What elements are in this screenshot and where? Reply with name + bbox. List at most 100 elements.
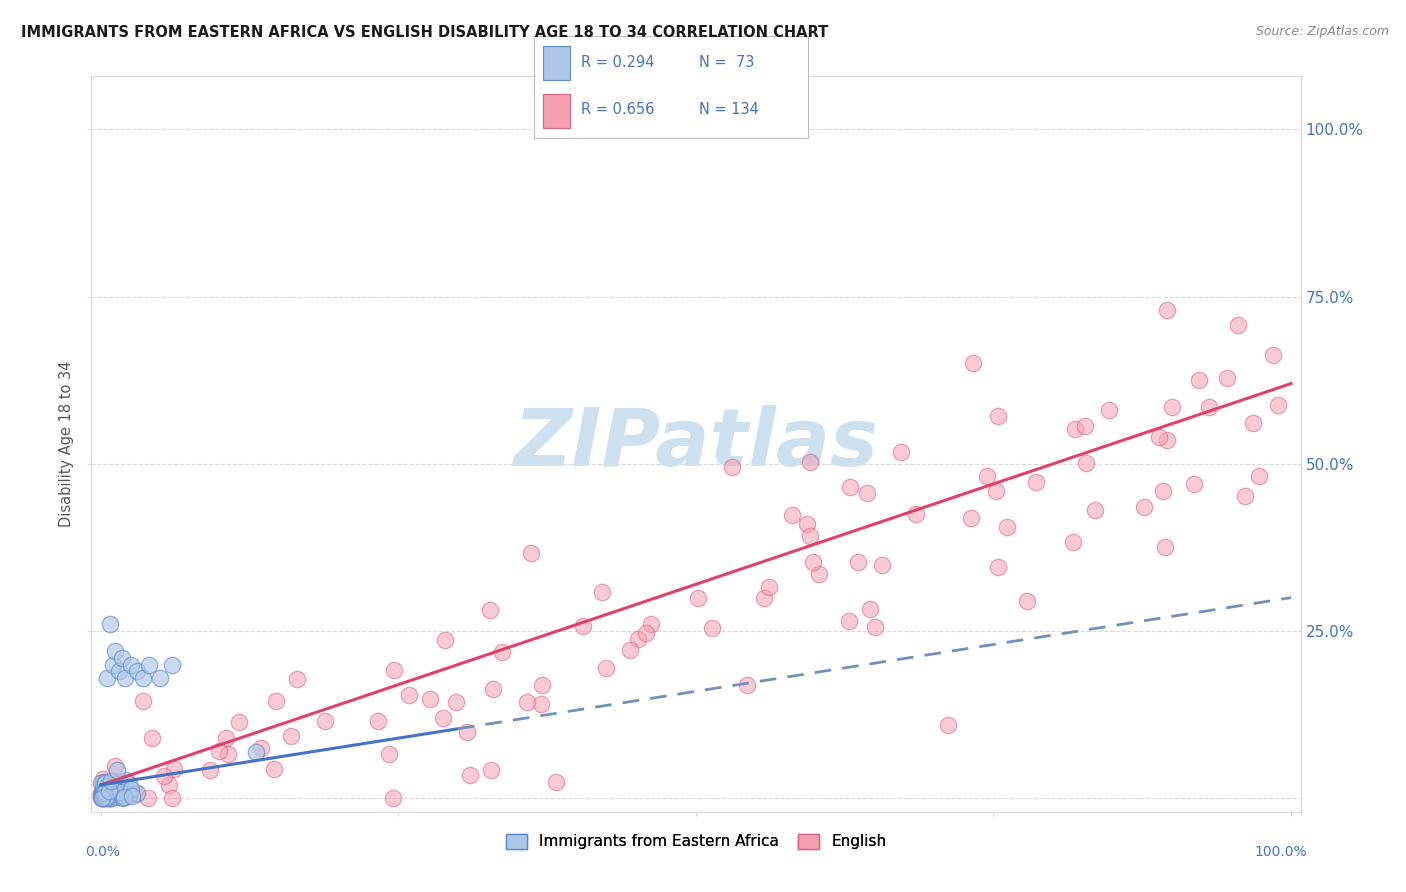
Point xyxy=(91,789,114,803)
Point xyxy=(995,520,1018,534)
Point xyxy=(91,790,114,805)
Point xyxy=(419,692,441,706)
Point xyxy=(100,788,122,802)
Point xyxy=(101,780,124,794)
Point xyxy=(1182,476,1205,491)
Point xyxy=(115,773,138,788)
FancyBboxPatch shape xyxy=(543,46,569,79)
Point xyxy=(96,789,118,804)
Point xyxy=(531,678,554,692)
Point xyxy=(118,777,141,791)
Point xyxy=(1076,456,1098,470)
Point xyxy=(160,791,183,805)
Point xyxy=(984,483,1007,498)
Point xyxy=(100,617,122,632)
Point xyxy=(96,789,118,803)
Text: ZIPatlas: ZIPatlas xyxy=(513,405,879,483)
Point xyxy=(100,790,122,805)
Point xyxy=(120,781,142,796)
Point xyxy=(97,788,120,802)
Point xyxy=(250,740,273,755)
Point xyxy=(799,529,821,543)
Point xyxy=(120,657,142,672)
Point xyxy=(1154,541,1177,555)
Point xyxy=(1133,500,1156,515)
Point xyxy=(91,775,114,789)
Point xyxy=(314,714,336,728)
Point xyxy=(107,783,129,797)
Point xyxy=(591,585,613,599)
Point xyxy=(96,789,118,803)
Point xyxy=(516,695,538,709)
Point xyxy=(735,678,758,692)
Point xyxy=(936,718,959,732)
Point xyxy=(839,480,862,494)
Point xyxy=(107,664,129,679)
Point xyxy=(721,460,744,475)
Point xyxy=(104,782,127,797)
Point xyxy=(90,789,112,803)
Point xyxy=(987,559,1010,574)
Point xyxy=(1156,303,1178,318)
Point xyxy=(111,651,134,665)
Point xyxy=(1226,318,1249,332)
Point xyxy=(125,664,148,679)
Point xyxy=(91,772,114,787)
Point xyxy=(96,789,118,803)
Point xyxy=(94,776,117,790)
Point xyxy=(848,555,870,569)
Point xyxy=(97,784,120,798)
Point xyxy=(91,791,114,805)
Point xyxy=(838,614,860,628)
Point xyxy=(780,508,803,522)
FancyBboxPatch shape xyxy=(543,95,569,128)
Point xyxy=(104,784,127,798)
Text: R = 0.294: R = 0.294 xyxy=(581,54,654,70)
Point xyxy=(1025,475,1047,490)
Point xyxy=(91,787,114,801)
Point xyxy=(96,789,118,804)
Point xyxy=(96,789,118,803)
Point xyxy=(1160,400,1182,414)
Point xyxy=(546,774,568,789)
Point xyxy=(479,764,502,778)
Point xyxy=(98,785,121,799)
Point xyxy=(104,758,127,772)
Point xyxy=(118,788,141,802)
Point xyxy=(107,790,129,805)
Point xyxy=(572,619,595,633)
Point xyxy=(796,517,818,532)
Point xyxy=(285,672,308,686)
Point xyxy=(1147,430,1170,444)
Point xyxy=(93,789,115,804)
Point xyxy=(90,790,112,805)
Point xyxy=(105,784,128,798)
Point xyxy=(1198,400,1220,414)
Point xyxy=(460,767,482,781)
Point xyxy=(98,788,121,802)
Point xyxy=(93,790,115,805)
Point xyxy=(100,782,122,797)
Point xyxy=(481,681,503,696)
Point xyxy=(1062,535,1084,549)
Point xyxy=(96,780,118,794)
Point xyxy=(381,791,404,805)
Point xyxy=(112,788,135,802)
Point xyxy=(640,617,662,632)
Point xyxy=(105,785,128,799)
Point xyxy=(110,785,132,799)
Point xyxy=(93,783,115,797)
Point xyxy=(619,643,641,657)
Point xyxy=(91,789,114,804)
Point xyxy=(90,785,112,799)
Point xyxy=(100,791,122,805)
Point xyxy=(96,791,118,805)
Point xyxy=(90,789,112,803)
Point xyxy=(434,632,457,647)
Point xyxy=(105,763,128,777)
Point xyxy=(208,744,231,758)
Point xyxy=(1098,402,1121,417)
Point xyxy=(367,714,389,728)
Text: R = 0.656: R = 0.656 xyxy=(581,102,654,117)
Point xyxy=(100,788,122,802)
